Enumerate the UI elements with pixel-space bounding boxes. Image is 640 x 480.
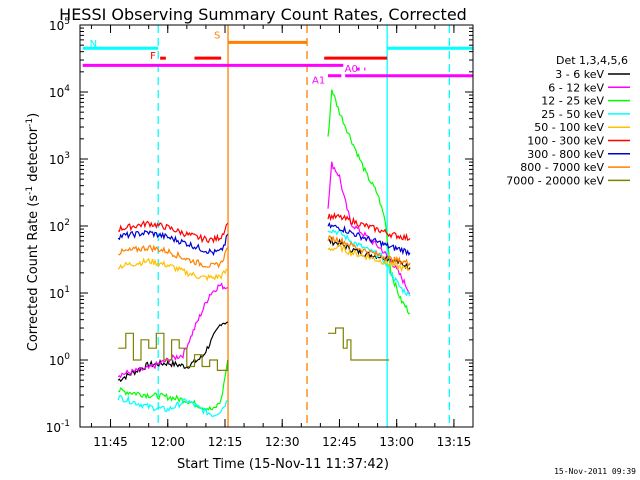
series-8-segment-1	[118, 244, 229, 269]
y-tick-base: 10	[49, 19, 64, 33]
y-axis-label-sup-1: -1	[25, 186, 35, 195]
y-tick-label-1: 10-1	[46, 419, 70, 435]
y-tick-base: 10	[49, 287, 64, 301]
y-axis-label-mid: detector	[26, 126, 41, 186]
y-tick-exponent: 4	[64, 84, 70, 94]
y-tick-label-4: 102	[49, 218, 70, 234]
y-tick-base: 10	[49, 220, 64, 234]
footer-timestamp: 15-Nov-2011 09:39	[554, 467, 636, 476]
x-tick-label-3: 12:15	[208, 435, 243, 449]
flag-label-s: S	[214, 30, 220, 41]
y-tick-exponent: 1	[64, 285, 70, 295]
series-2-segment-1	[117, 282, 228, 379]
y-tick-exponent: -1	[61, 419, 70, 429]
series-5-segment-1	[117, 257, 229, 282]
x-tick-label-7: 13:15	[437, 435, 472, 449]
y-axis-label-sup-2: -1	[25, 118, 35, 127]
legend-title: Det 1,3,4,5,6	[556, 54, 628, 67]
y-tick-exponent: 0	[64, 352, 70, 362]
plot-background	[80, 25, 473, 427]
series-1-segment-2	[328, 236, 411, 271]
y-tick-base: 10	[49, 86, 64, 100]
legend-label-2: 6 - 12 keV	[548, 81, 604, 94]
series-5-segment-2	[327, 243, 411, 273]
chart-title: HESSI Observing Summary Count Rates, Cor…	[59, 5, 467, 24]
series-lines	[117, 89, 411, 418]
x-axis-label: Start Time (15-Nov-11 11:37:42)	[177, 457, 389, 472]
series-1-segment-1	[117, 321, 229, 383]
plot-area	[80, 25, 473, 427]
x-tick-label-5: 12:45	[322, 435, 357, 449]
y-tick-label-2: 100	[49, 352, 70, 368]
series-4-segment-1	[117, 394, 229, 418]
x-tick-label-1: 11:45	[93, 435, 128, 449]
y-tick-exponent: 5	[64, 17, 70, 27]
y-tick-label-5: 103	[49, 151, 70, 167]
y-tick-base: 10	[49, 153, 64, 167]
legend-label-7: 300 - 800 keV	[527, 148, 604, 161]
y-tick-label-3: 101	[49, 285, 70, 301]
y-axis-label-main: Corrected Count Rate (s	[26, 195, 41, 352]
series-6-segment-2	[327, 211, 411, 241]
series-9-segment-2	[328, 327, 390, 361]
y-tick-label-7: 105	[49, 17, 70, 33]
flag-label-a1: A1	[312, 76, 325, 87]
axes: 11:45 12:00 12:15 12:30 12:45 13:00 13:1510-11…	[46, 17, 474, 449]
series-9-segment-1	[118, 332, 229, 371]
series-8-segment-2	[327, 234, 411, 267]
x-tick-label-6: 13:00	[379, 435, 414, 449]
flag-label-a0: A0	[345, 64, 358, 75]
legend-label-3: 12 - 25 keV	[541, 95, 604, 108]
series-6-segment-1	[117, 220, 229, 244]
series-3-segment-2	[327, 89, 411, 315]
y-tick-exponent: 3	[64, 151, 70, 161]
x-tick-label-4: 12:30	[265, 435, 300, 449]
y-tick-exponent: 2	[64, 218, 70, 228]
series-7-segment-2	[327, 221, 411, 257]
legend-label-1: 3 - 6 keV	[555, 68, 604, 81]
series-7-segment-1	[117, 229, 229, 257]
x-tick-label-2: 12:00	[150, 435, 185, 449]
y-axis-label-end: )	[26, 113, 41, 118]
y-tick-label-6: 104	[49, 84, 70, 100]
flag-bars: N F S A0 A1	[82, 30, 473, 87]
y-axis-label: Corrected Count Rate (s-1 detector-1)	[25, 113, 41, 351]
legend-label-5: 50 - 100 keV	[534, 121, 604, 134]
flag-label-n: N	[90, 39, 97, 50]
y-tick-base: 10	[49, 354, 64, 368]
legend-label-9: 7000 - 20000 keV	[506, 174, 604, 187]
legend-label-8: 800 - 7000 keV	[520, 161, 604, 174]
y-tick-base: 10	[46, 421, 61, 435]
series-3-segment-1	[118, 359, 229, 412]
legend-label-4: 25 - 50 keV	[541, 108, 604, 121]
legend-label-6: 100 - 300 keV	[527, 135, 604, 148]
flag-label-f: F	[150, 51, 156, 62]
